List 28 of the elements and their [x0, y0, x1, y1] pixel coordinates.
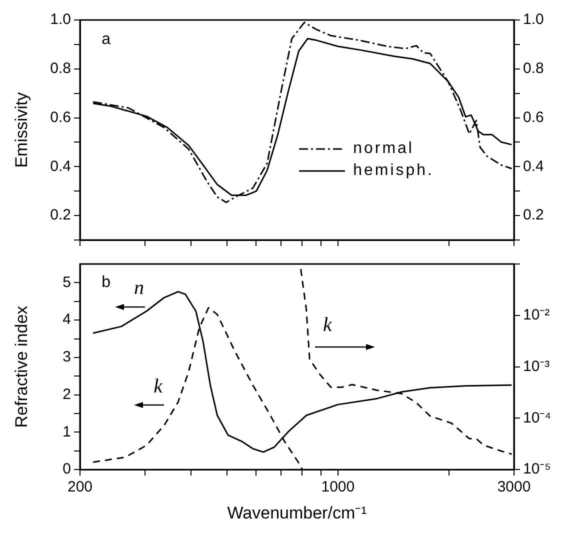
annotation: n [134, 276, 144, 299]
y-tick-label: 0.4 [50, 158, 71, 175]
y2-tick-label: 4 [62, 311, 71, 328]
annotation: k [322, 314, 333, 336]
y2-tick-label: 5 [62, 274, 71, 291]
y-tick-label: 10⁻⁴ [523, 409, 552, 426]
y-tick-label: 0.2 [50, 206, 71, 224]
legend-label: normal [353, 139, 414, 159]
y2-axis-title: Refractive index [12, 305, 31, 428]
x-tick-label: 1000 [321, 478, 355, 496]
y2-tick-label: 2 [62, 386, 71, 403]
y2-tick-label: 1 [62, 423, 71, 440]
x-tick-label: 3000 [497, 478, 531, 496]
annotation: k [154, 376, 164, 398]
legend-label: hemisph. [353, 161, 434, 181]
annotation: b [102, 274, 111, 291]
y-tick-label: 10⁻⁵ [523, 460, 551, 478]
y-tick-label: 10⁻² [523, 306, 550, 324]
annotation: a [102, 31, 111, 48]
y-axis-title: Emissivity [12, 92, 31, 168]
x-tick-label: 200 [67, 478, 93, 496]
y-tick-label: 10⁻³ [523, 358, 550, 375]
y2-tick-label: 3 [62, 348, 71, 366]
y-tick-label: 0.6 [50, 108, 71, 126]
y-tick-label: 0.8 [50, 60, 71, 78]
y2-tick-label: 0 [62, 460, 71, 478]
x-axis-title: Wavenumber/cm⁻¹ [227, 503, 368, 522]
y-tick-label: 1.0 [50, 11, 71, 28]
